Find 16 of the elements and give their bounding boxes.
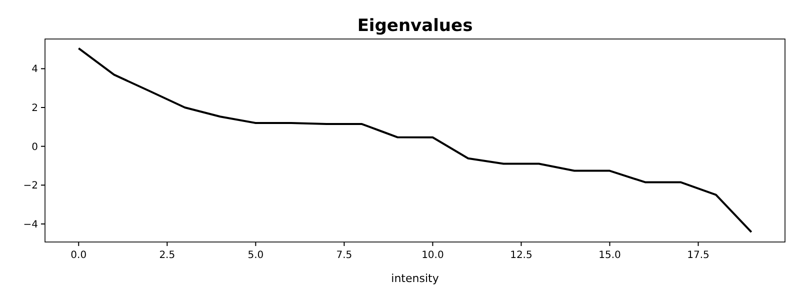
x-tick-label: 2.5: [159, 250, 176, 261]
y-tick-label: 2: [32, 103, 38, 114]
x-tick-label: 5.0: [248, 250, 264, 261]
x-axis-title: intensity: [391, 272, 440, 285]
x-tick-label: 15.0: [598, 250, 621, 261]
y-tick-label: 0: [32, 142, 38, 153]
y-tick-label: 4: [32, 64, 38, 76]
x-tick-label: 17.5: [687, 250, 710, 261]
x-tick-label: 12.5: [510, 250, 532, 261]
x-tick-label: 0.0: [70, 250, 87, 261]
line-series: [78, 47, 752, 234]
chart-title: Eigenvalues: [357, 16, 473, 36]
x-tick-label: 10.0: [422, 250, 444, 261]
x-tick-label: 7.5: [336, 250, 352, 261]
y-tick-label: −4: [23, 219, 38, 230]
y-tick-label: −2: [23, 180, 38, 192]
